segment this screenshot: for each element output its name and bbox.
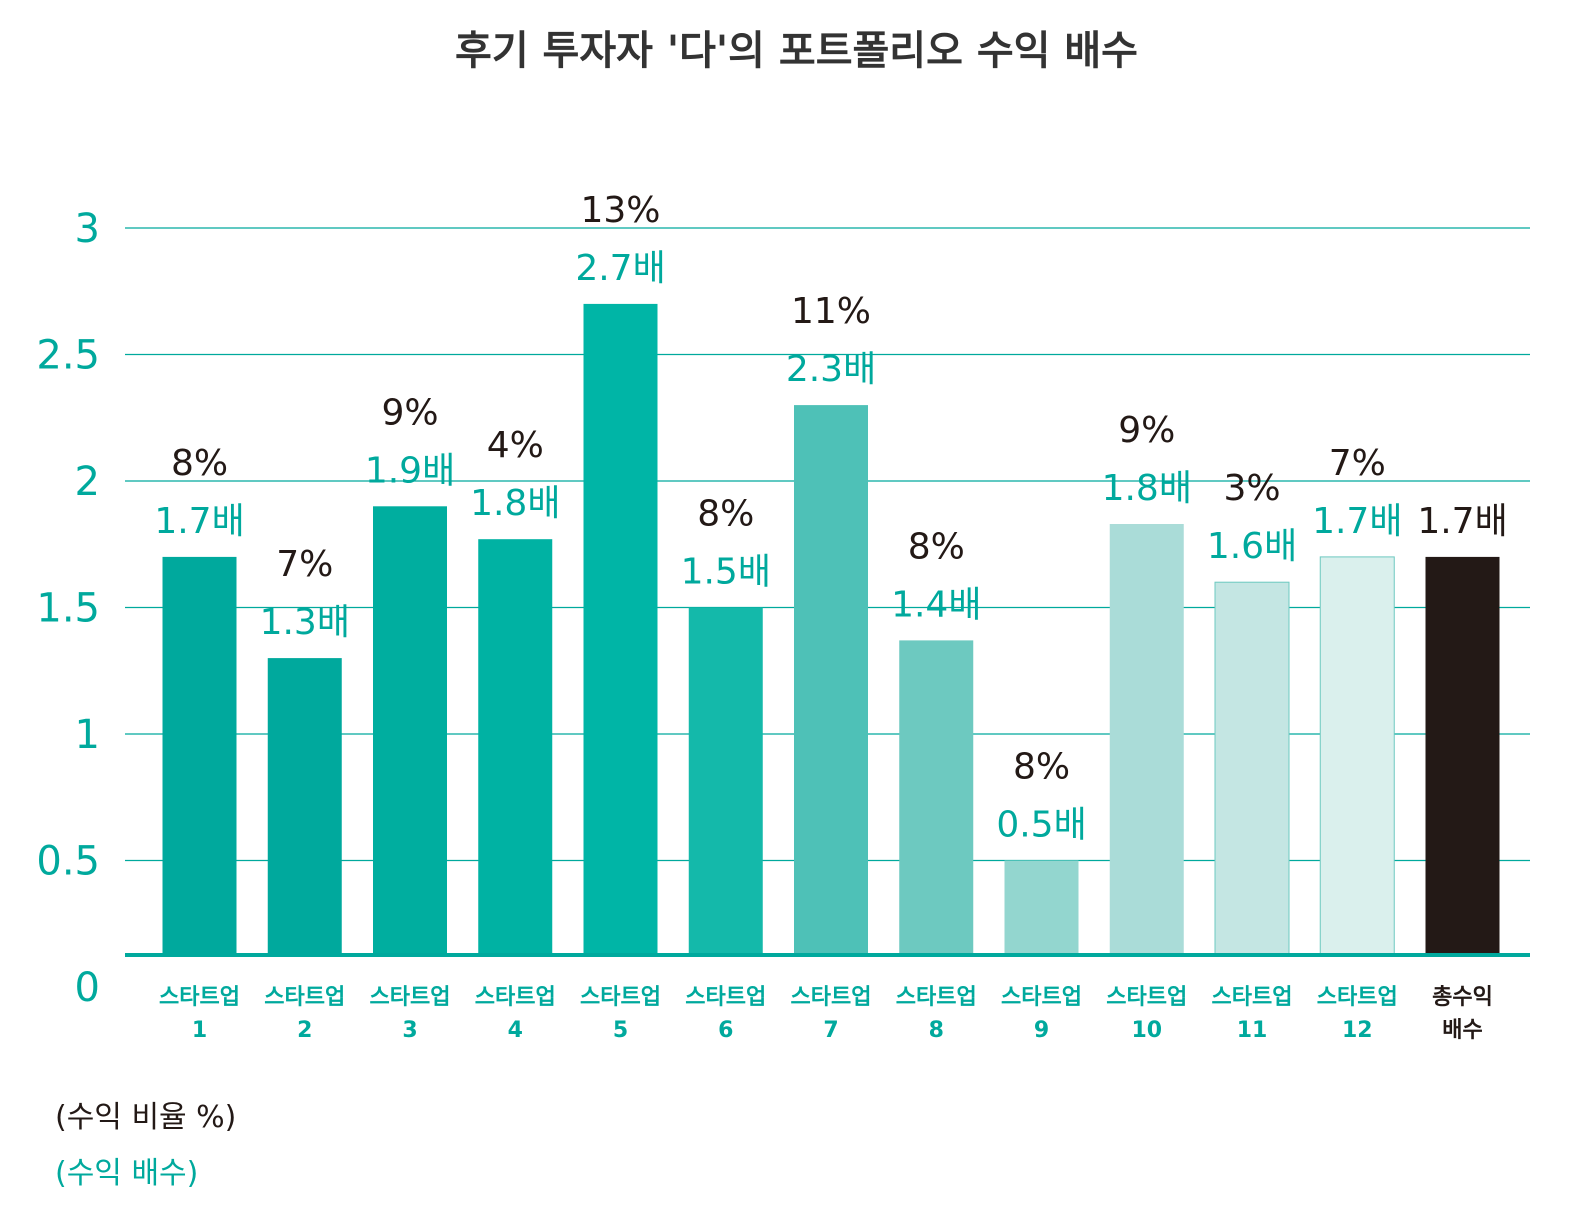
x-tick-label: 9 (1034, 1018, 1049, 1043)
bar (373, 506, 447, 955)
x-tick-label: 스타트업 (1001, 985, 1082, 1010)
bar (794, 405, 868, 956)
x-tick-label: 스타트업 (264, 985, 345, 1010)
multiple-label: 1.6배 (1207, 526, 1297, 567)
y-tick-label: 1 (75, 712, 100, 758)
x-tick-label: 스타트업 (580, 985, 661, 1010)
bars (162, 303, 1500, 956)
percent-label: 9% (1118, 410, 1175, 451)
x-tick-label: 12 (1342, 1018, 1373, 1043)
y-tick-label: 1.5 (36, 586, 100, 632)
x-tick-label: 스타트업 (1212, 985, 1293, 1010)
bar (478, 539, 553, 955)
bar (1004, 860, 1079, 955)
multiple-label: 1.9배 (365, 450, 455, 491)
x-tick-label: 스타트업 (685, 985, 766, 1010)
percent-label: 3% (1223, 468, 1280, 509)
x-tick-label: 6 (718, 1018, 733, 1043)
bar (688, 607, 763, 955)
multiple-label: 1.5배 (681, 552, 771, 593)
percent-label: 8% (171, 443, 228, 484)
multiple-label: 2.3배 (786, 349, 876, 390)
data-labels: 1.7배 8% 1.3배 7% 1.9배 9% 1.8배 4% 2.7배 13% 1.5배 8% 2.3… (154, 190, 1507, 846)
y-tick-label: 2.5 (36, 333, 100, 379)
x-tick-label: 스타트업 (475, 985, 556, 1010)
x-tick-label: 5 (613, 1018, 628, 1043)
legend-multiple: (수익 배수) (55, 1156, 199, 1191)
multiple-label: 1.3배 (260, 602, 350, 643)
multiple-label: 1.8배 (470, 483, 560, 524)
percent-label: 8% (908, 526, 965, 567)
percent-label: 8% (697, 494, 754, 535)
multiple-label: 1.4배 (891, 584, 981, 625)
x-tick-label: 4 (508, 1018, 523, 1043)
y-axis-ticks: 0 0.5 1 1.5 2 2.5 3 (36, 206, 100, 1011)
x-tick-label: 10 (1131, 1018, 1162, 1043)
x-tick-label: 11 (1237, 1018, 1268, 1043)
chart-title: 후기 투자자 '다'의 포트폴리오 수익 배수 (455, 28, 1138, 74)
bar (1109, 524, 1184, 955)
bar (899, 640, 974, 955)
x-tick-label: 총수익 (1432, 985, 1493, 1010)
multiple-label: 1.8배 (1102, 468, 1192, 509)
multiple-label: 2.7배 (575, 248, 665, 289)
bar (267, 658, 342, 955)
x-tick-label: 스타트업 (159, 985, 240, 1010)
bar (1214, 581, 1290, 956)
x-tick-label: 2 (297, 1018, 312, 1043)
x-tick-label: 스타트업 (1317, 985, 1398, 1010)
y-tick-label: 3 (75, 206, 100, 252)
percent-label: 13% (580, 190, 660, 231)
x-tick-label: 1 (192, 1018, 207, 1043)
bar (583, 303, 658, 955)
percent-label: 7% (1329, 443, 1386, 484)
x-tick-label: 스타트업 (1106, 985, 1187, 1010)
x-tick-label: 스타트업 (896, 985, 977, 1010)
x-tick-label: 스타트업 (370, 985, 451, 1010)
x-tick-label: 8 (929, 1018, 944, 1043)
x-tick-label: 배수 (1442, 1018, 1482, 1043)
multiple-label: 1.7배 (154, 501, 244, 542)
legend-percent: (수익 비율 %) (55, 1100, 237, 1135)
multiple-label: 1.7배 (1417, 501, 1507, 542)
y-tick-label: 0 (75, 965, 100, 1011)
y-tick-label: 0.5 (36, 839, 100, 885)
multiple-label: 0.5배 (996, 805, 1086, 846)
percent-label: 11% (791, 291, 871, 332)
percent-label: 8% (1013, 747, 1070, 788)
y-tick-label: 2 (75, 459, 100, 505)
x-tick-label: 스타트업 (791, 985, 872, 1010)
percent-label: 4% (487, 425, 544, 466)
percent-label: 9% (381, 392, 438, 433)
x-tick-label: 3 (402, 1018, 417, 1043)
x-tick-label: 7 (823, 1018, 838, 1043)
bar (162, 556, 237, 955)
x-axis-ticks: 스타트업 1 스타트업 2 스타트업 3 스타트업 4 스타트업 5 스타트업 6 스타트업 7 스타트업 8… (159, 985, 1493, 1043)
bar (1319, 556, 1395, 956)
bar (1425, 556, 1500, 955)
percent-label: 7% (276, 544, 333, 585)
multiple-label: 1.7배 (1312, 501, 1402, 542)
